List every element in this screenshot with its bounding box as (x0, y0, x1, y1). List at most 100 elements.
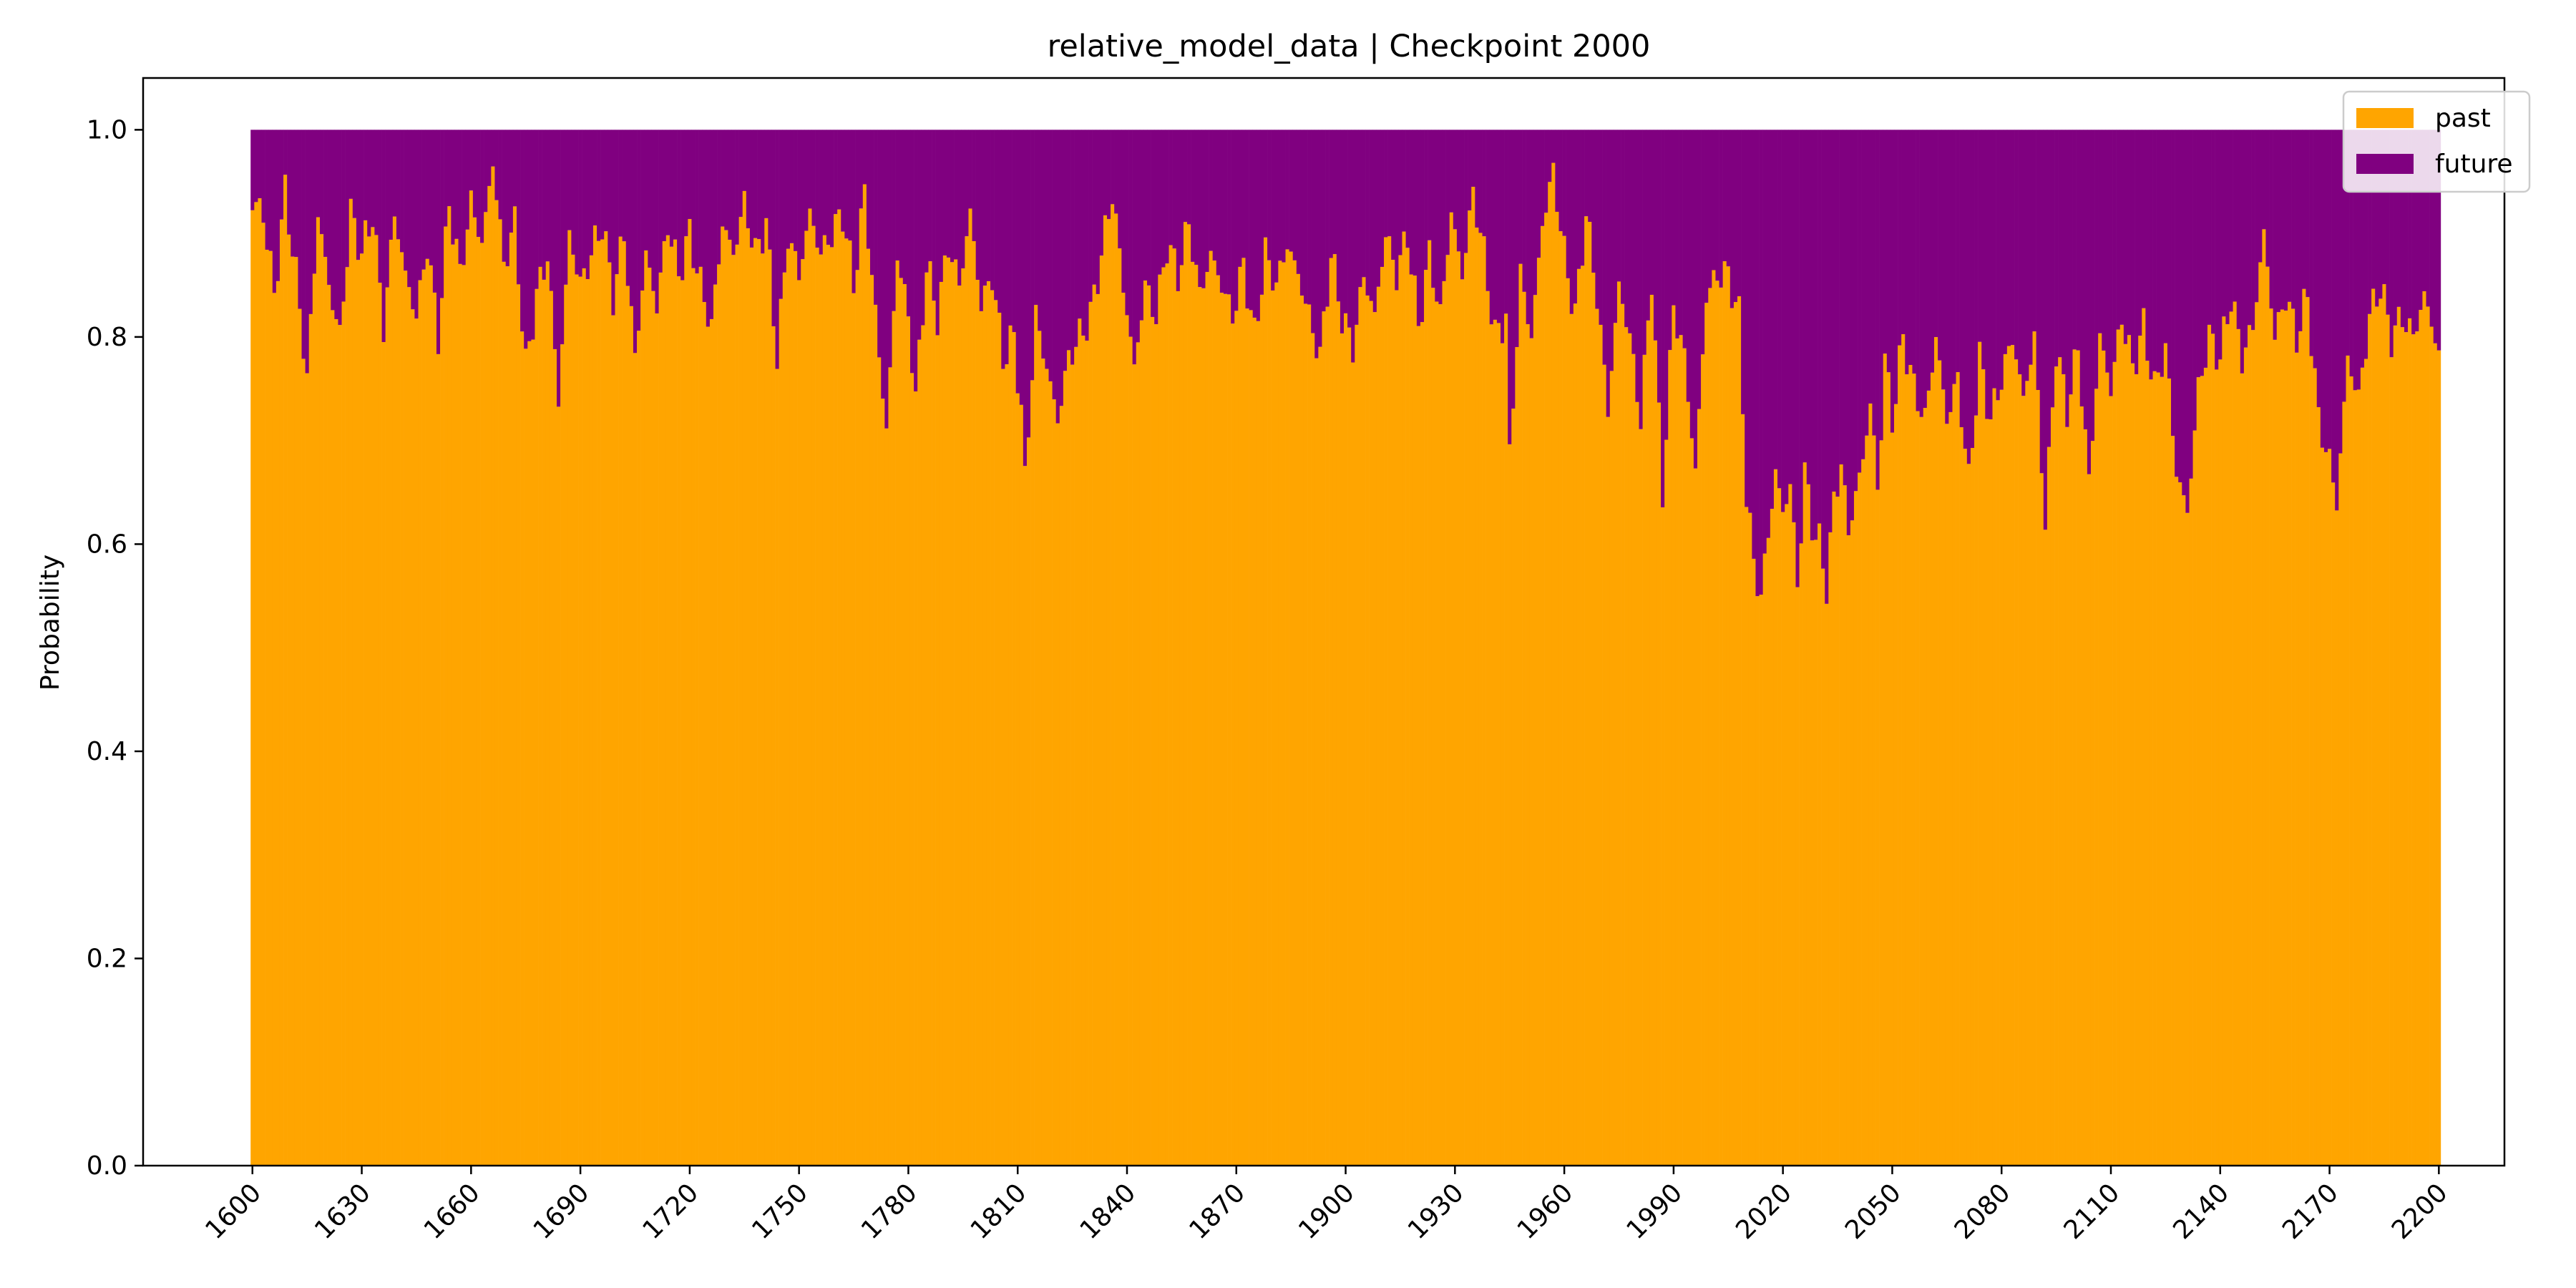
bar-future (669, 130, 674, 247)
bar-future (1442, 130, 1446, 281)
bar-future (2006, 130, 2011, 346)
bar-future (775, 130, 779, 369)
bar-future (1096, 130, 1101, 294)
bar-future (2243, 130, 2248, 348)
bar-future (808, 130, 812, 209)
bar-future (538, 130, 542, 267)
bar-future (728, 130, 732, 240)
bar-past (1868, 403, 1873, 1166)
bar-future (2346, 130, 2350, 356)
bar-future (644, 130, 648, 250)
bar-future (1715, 130, 1719, 281)
bar-past (1081, 335, 1085, 1166)
bar-future (1209, 130, 1213, 251)
bar-past (1697, 409, 1702, 1166)
bar-past (582, 268, 587, 1166)
bar-future (2043, 130, 2048, 530)
bar-past (713, 284, 718, 1166)
bar-future (1872, 130, 1876, 436)
bar-future (706, 130, 711, 327)
bar-future (1875, 130, 1880, 490)
bar-past (1139, 320, 1144, 1166)
bar-future (2287, 130, 2292, 302)
bar-future (1478, 130, 1483, 233)
y-tick-label: 0.6 (87, 530, 127, 559)
bar-future (1675, 130, 1679, 338)
bar-future (312, 130, 317, 274)
bar-future (782, 130, 787, 273)
bar-future (432, 130, 437, 293)
bar-past (2094, 389, 2099, 1166)
bar-future (2010, 130, 2015, 346)
bar-past (549, 291, 554, 1166)
bar-future (1504, 130, 1508, 314)
bar-future (1267, 130, 1272, 260)
bar-future (1839, 130, 1843, 465)
bar-future (589, 130, 594, 255)
bar-future (968, 130, 972, 209)
bar-past (1934, 337, 1938, 1166)
bar-past (1380, 266, 1385, 1166)
bar-future (2276, 130, 2281, 313)
bar-past (1299, 296, 1304, 1166)
bar-past (2368, 313, 2372, 1166)
bar-future (1682, 130, 1687, 348)
bar-future (1034, 130, 1038, 306)
bar-future (279, 130, 284, 220)
bar-past (932, 301, 936, 1166)
bar-future (283, 130, 288, 175)
bar-future (1686, 130, 1691, 402)
bar-future (476, 130, 481, 238)
bar-past (1161, 267, 1166, 1166)
bar-past (2269, 308, 2273, 1166)
bar-future (1114, 130, 1118, 214)
bar-future (1818, 130, 1822, 524)
bar-future (997, 130, 1002, 313)
bar-future (866, 130, 871, 249)
bar-future (338, 130, 342, 326)
bar-past (421, 269, 426, 1166)
bar-future (2429, 130, 2434, 327)
bar-past (472, 217, 477, 1166)
bars-layer (250, 130, 2441, 1166)
bar-past (1271, 290, 1275, 1166)
bar-future (1299, 130, 1304, 296)
bar-past (1813, 540, 1818, 1166)
bar-future (1923, 130, 1928, 409)
bar-past (1482, 236, 1486, 1166)
bar-past (1500, 343, 1505, 1166)
bar-future (2422, 130, 2426, 292)
bar-future (2389, 130, 2394, 358)
bar-past (1777, 488, 1782, 1166)
bar-future (688, 130, 692, 220)
bar-past (1449, 212, 1454, 1166)
bar-past (1818, 523, 1822, 1166)
bar-future (305, 130, 310, 374)
bar-past (2163, 343, 2168, 1166)
bar-future (819, 130, 824, 255)
bar-future (797, 130, 801, 280)
bar-past (1092, 284, 1097, 1166)
bar-past (1015, 393, 1020, 1166)
bar-future (753, 130, 758, 238)
bar-future (695, 130, 699, 274)
bar-future (1704, 130, 1709, 303)
bar-past (396, 239, 401, 1166)
bar-past (731, 255, 736, 1166)
bar-future (731, 130, 736, 255)
bar-future (564, 130, 568, 285)
y-tick-label: 0.8 (87, 323, 127, 352)
bar-future (1482, 130, 1486, 237)
bar-future (2396, 130, 2401, 307)
bar-past (283, 175, 288, 1166)
bar-future (520, 130, 525, 332)
bar-past (535, 288, 539, 1166)
bar-past (2331, 482, 2336, 1166)
bar-future (1289, 130, 1294, 252)
bar-future (411, 130, 415, 310)
bar-past (1209, 250, 1213, 1166)
bar-future (618, 130, 623, 237)
bar-past (319, 234, 324, 1166)
bar-past (1631, 353, 1636, 1166)
